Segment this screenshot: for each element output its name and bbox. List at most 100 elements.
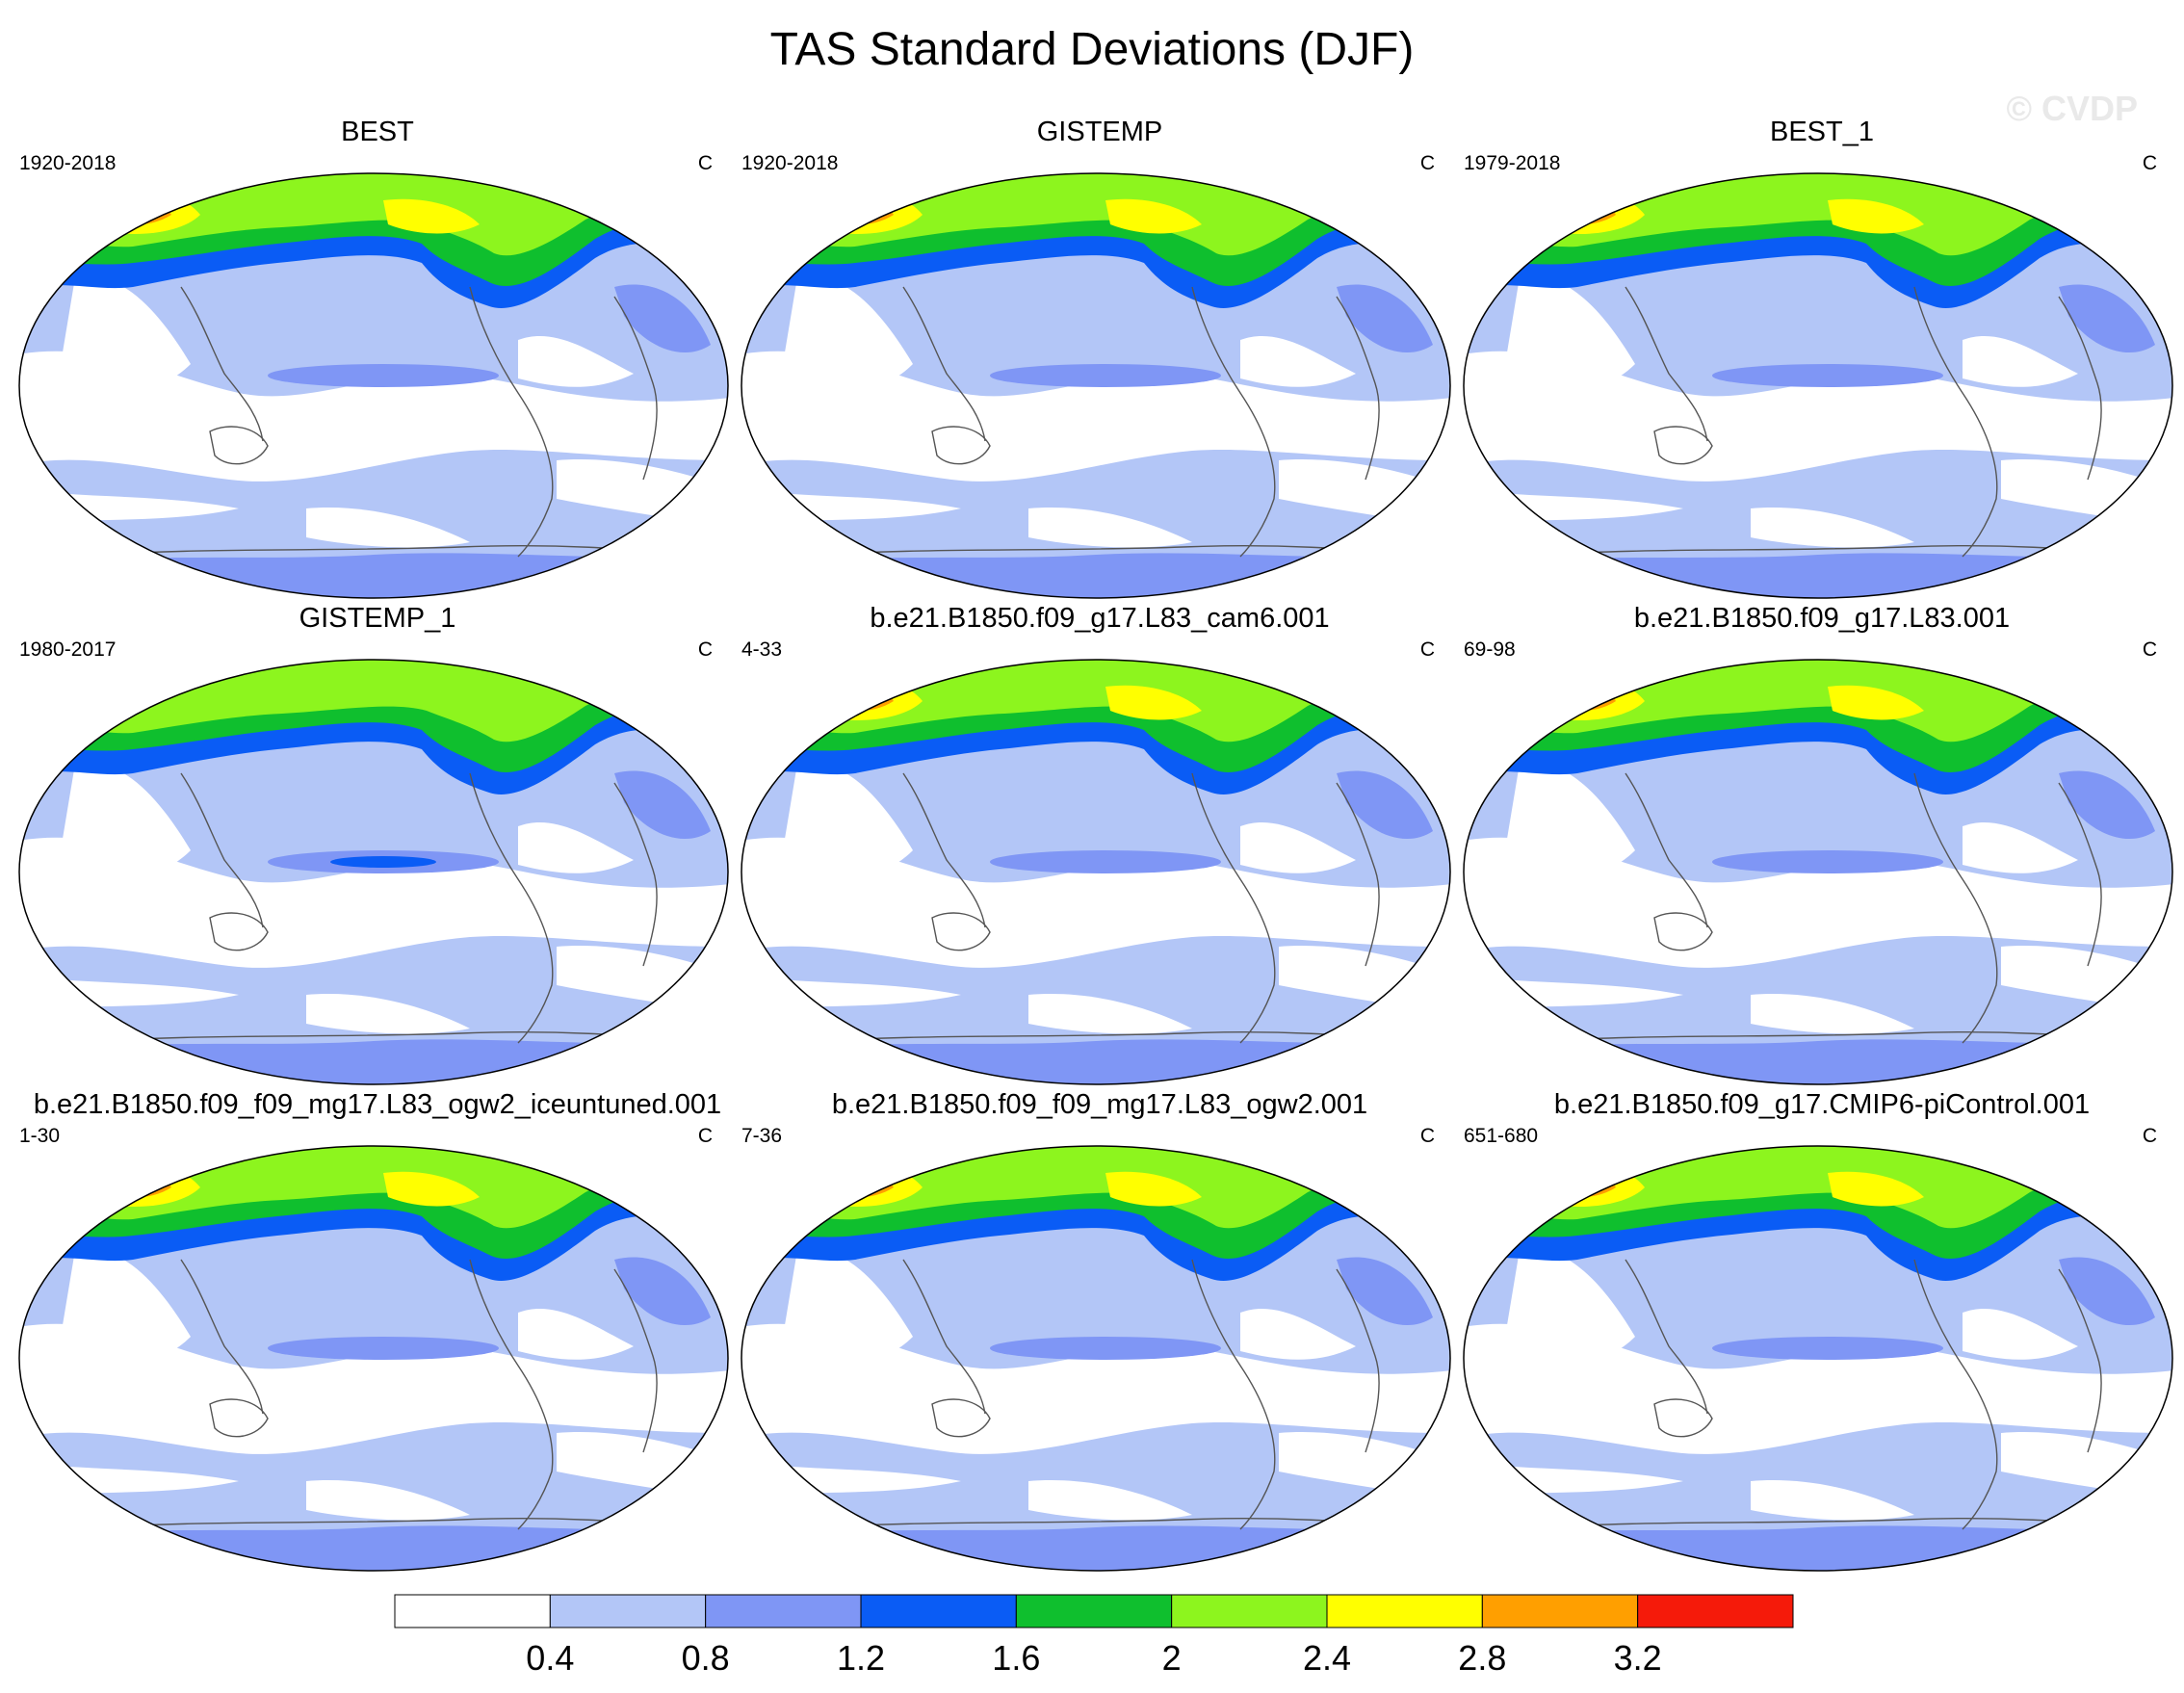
coastline bbox=[1653, 1398, 1713, 1438]
panel-title: GISTEMP bbox=[1036, 117, 1163, 147]
world-map bbox=[18, 172, 729, 599]
enso-region bbox=[268, 364, 499, 387]
sd-low-band bbox=[56, 762, 191, 883]
panel-units: C bbox=[2142, 1125, 2157, 1147]
map-outline bbox=[1463, 172, 2173, 599]
coastline bbox=[180, 286, 264, 442]
enso-region bbox=[1712, 1337, 1943, 1360]
panel-period: 4-33 bbox=[741, 638, 783, 661]
map-field bbox=[1464, 173, 2172, 598]
map-field bbox=[19, 1146, 728, 1571]
panel-units: C bbox=[1419, 1125, 1435, 1147]
map-field bbox=[741, 1146, 1450, 1571]
colorbar-label: 0.4 bbox=[526, 1638, 574, 1678]
nh-peak-anomaly bbox=[1558, 1169, 1606, 1192]
coastline bbox=[931, 426, 991, 465]
nh-peak-anomaly bbox=[1558, 683, 1606, 706]
coastline bbox=[469, 772, 554, 1044]
map-panel: b.e21.B1850.f09_f09_mg17.L83_ogw2_iceunt… bbox=[17, 1088, 738, 1575]
sd-low-band bbox=[19, 837, 728, 968]
panel-period: 651-680 bbox=[1464, 1125, 1539, 1147]
panel-title: b.e21.B1850.f09_f09_mg17.L83_ogw2.001 bbox=[831, 1089, 1368, 1120]
nh-peak-anomaly bbox=[836, 683, 884, 706]
coastline bbox=[180, 1259, 264, 1415]
enso-core bbox=[330, 856, 436, 868]
nh-warm-anomaly bbox=[1828, 685, 1924, 720]
nh-warm-anomaly bbox=[1105, 198, 1202, 234]
sd-low-band bbox=[741, 1323, 1450, 1454]
panel-units: C bbox=[1419, 638, 1435, 661]
sd-low-band bbox=[1963, 1308, 2078, 1360]
colorbar-box bbox=[860, 1594, 1017, 1628]
enso-region bbox=[990, 850, 1221, 873]
coastline bbox=[1191, 286, 1276, 558]
panel-title: b.e21.B1850.f09_g17.L83.001 bbox=[1633, 603, 2011, 634]
map-field bbox=[19, 173, 728, 598]
nh-peak-anomaly bbox=[836, 1169, 884, 1192]
colorbar-box bbox=[1637, 1594, 1794, 1628]
coastline bbox=[902, 772, 986, 928]
sd-low-band bbox=[1028, 508, 1192, 548]
coastline bbox=[1336, 782, 1380, 967]
coastline bbox=[613, 1268, 658, 1453]
world-map bbox=[18, 1145, 729, 1572]
nh-peak-anomaly bbox=[114, 1169, 162, 1192]
southern-ocean-band bbox=[741, 553, 1450, 598]
atlantic-region bbox=[1337, 770, 1433, 840]
coastline bbox=[1913, 772, 1998, 1044]
panel-units: C bbox=[697, 1125, 713, 1147]
map-field bbox=[1464, 1146, 2172, 1571]
sd-low-band bbox=[778, 762, 913, 883]
map-outline bbox=[741, 1145, 1451, 1572]
panel-period: 1-30 bbox=[19, 1125, 61, 1147]
atlantic-region bbox=[614, 770, 711, 840]
panel-period: 1920-2018 bbox=[19, 152, 117, 174]
southern-ocean-band bbox=[19, 1525, 728, 1571]
panel-units: C bbox=[1419, 152, 1435, 174]
world-map bbox=[1463, 659, 2173, 1085]
sd-low-band bbox=[306, 1480, 470, 1521]
southern-ocean-band bbox=[741, 1039, 1450, 1084]
world-map bbox=[741, 659, 1451, 1085]
atlantic-region bbox=[1337, 1257, 1433, 1326]
coastline bbox=[1913, 286, 1998, 558]
sd-low-band bbox=[741, 351, 1450, 482]
coastline bbox=[1625, 286, 1708, 442]
sd-low-band bbox=[518, 1308, 634, 1360]
sd-low-band bbox=[306, 508, 470, 548]
world-map bbox=[741, 1145, 1451, 1572]
panel-title: BEST bbox=[341, 117, 414, 147]
map-field bbox=[741, 173, 1450, 598]
map-field bbox=[1464, 660, 2172, 1084]
coastline bbox=[1191, 1259, 1276, 1530]
southern-ocean-band bbox=[741, 1525, 1450, 1571]
map-outline bbox=[18, 659, 729, 1085]
panel-period: 1980-2017 bbox=[19, 638, 117, 661]
world-map bbox=[1463, 172, 2173, 599]
sd-low-band bbox=[1028, 1480, 1192, 1521]
colorbar-label: 0.8 bbox=[682, 1638, 730, 1678]
sd-low-band bbox=[1464, 837, 2172, 968]
colorbar-label: 2 bbox=[1162, 1638, 1182, 1678]
map-panel: GISTEMP 1920-2018 C bbox=[740, 116, 1460, 602]
coastline bbox=[2058, 296, 2102, 481]
enso-region bbox=[1712, 850, 1943, 873]
sd-low-band bbox=[306, 994, 470, 1034]
sd-low-band bbox=[1500, 275, 1635, 397]
atlantic-region bbox=[1337, 284, 1433, 353]
colorbar-box bbox=[1015, 1594, 1173, 1628]
map-outline bbox=[741, 659, 1451, 1085]
coastline bbox=[469, 286, 554, 558]
southern-ocean-band bbox=[1464, 553, 2172, 598]
figure-title: TAS Standard Deviations (DJF) bbox=[769, 24, 1415, 75]
nh-peak-anomaly bbox=[114, 196, 162, 220]
map-panel: b.e21.B1850.f09_g17.CMIP6-piControl.001 6… bbox=[1462, 1088, 2182, 1575]
map-panel: b.e21.B1850.f09_g17.L83_cam6.001 4-33 C bbox=[740, 602, 1460, 1088]
map-panel: BEST 1920-2018 C bbox=[17, 116, 738, 602]
coastline bbox=[180, 772, 264, 928]
coastline bbox=[1653, 912, 1713, 951]
world-map bbox=[1463, 1145, 2173, 1572]
atlantic-region bbox=[614, 284, 711, 353]
coastline bbox=[1625, 772, 1708, 928]
atlantic-region bbox=[2059, 1257, 2155, 1326]
